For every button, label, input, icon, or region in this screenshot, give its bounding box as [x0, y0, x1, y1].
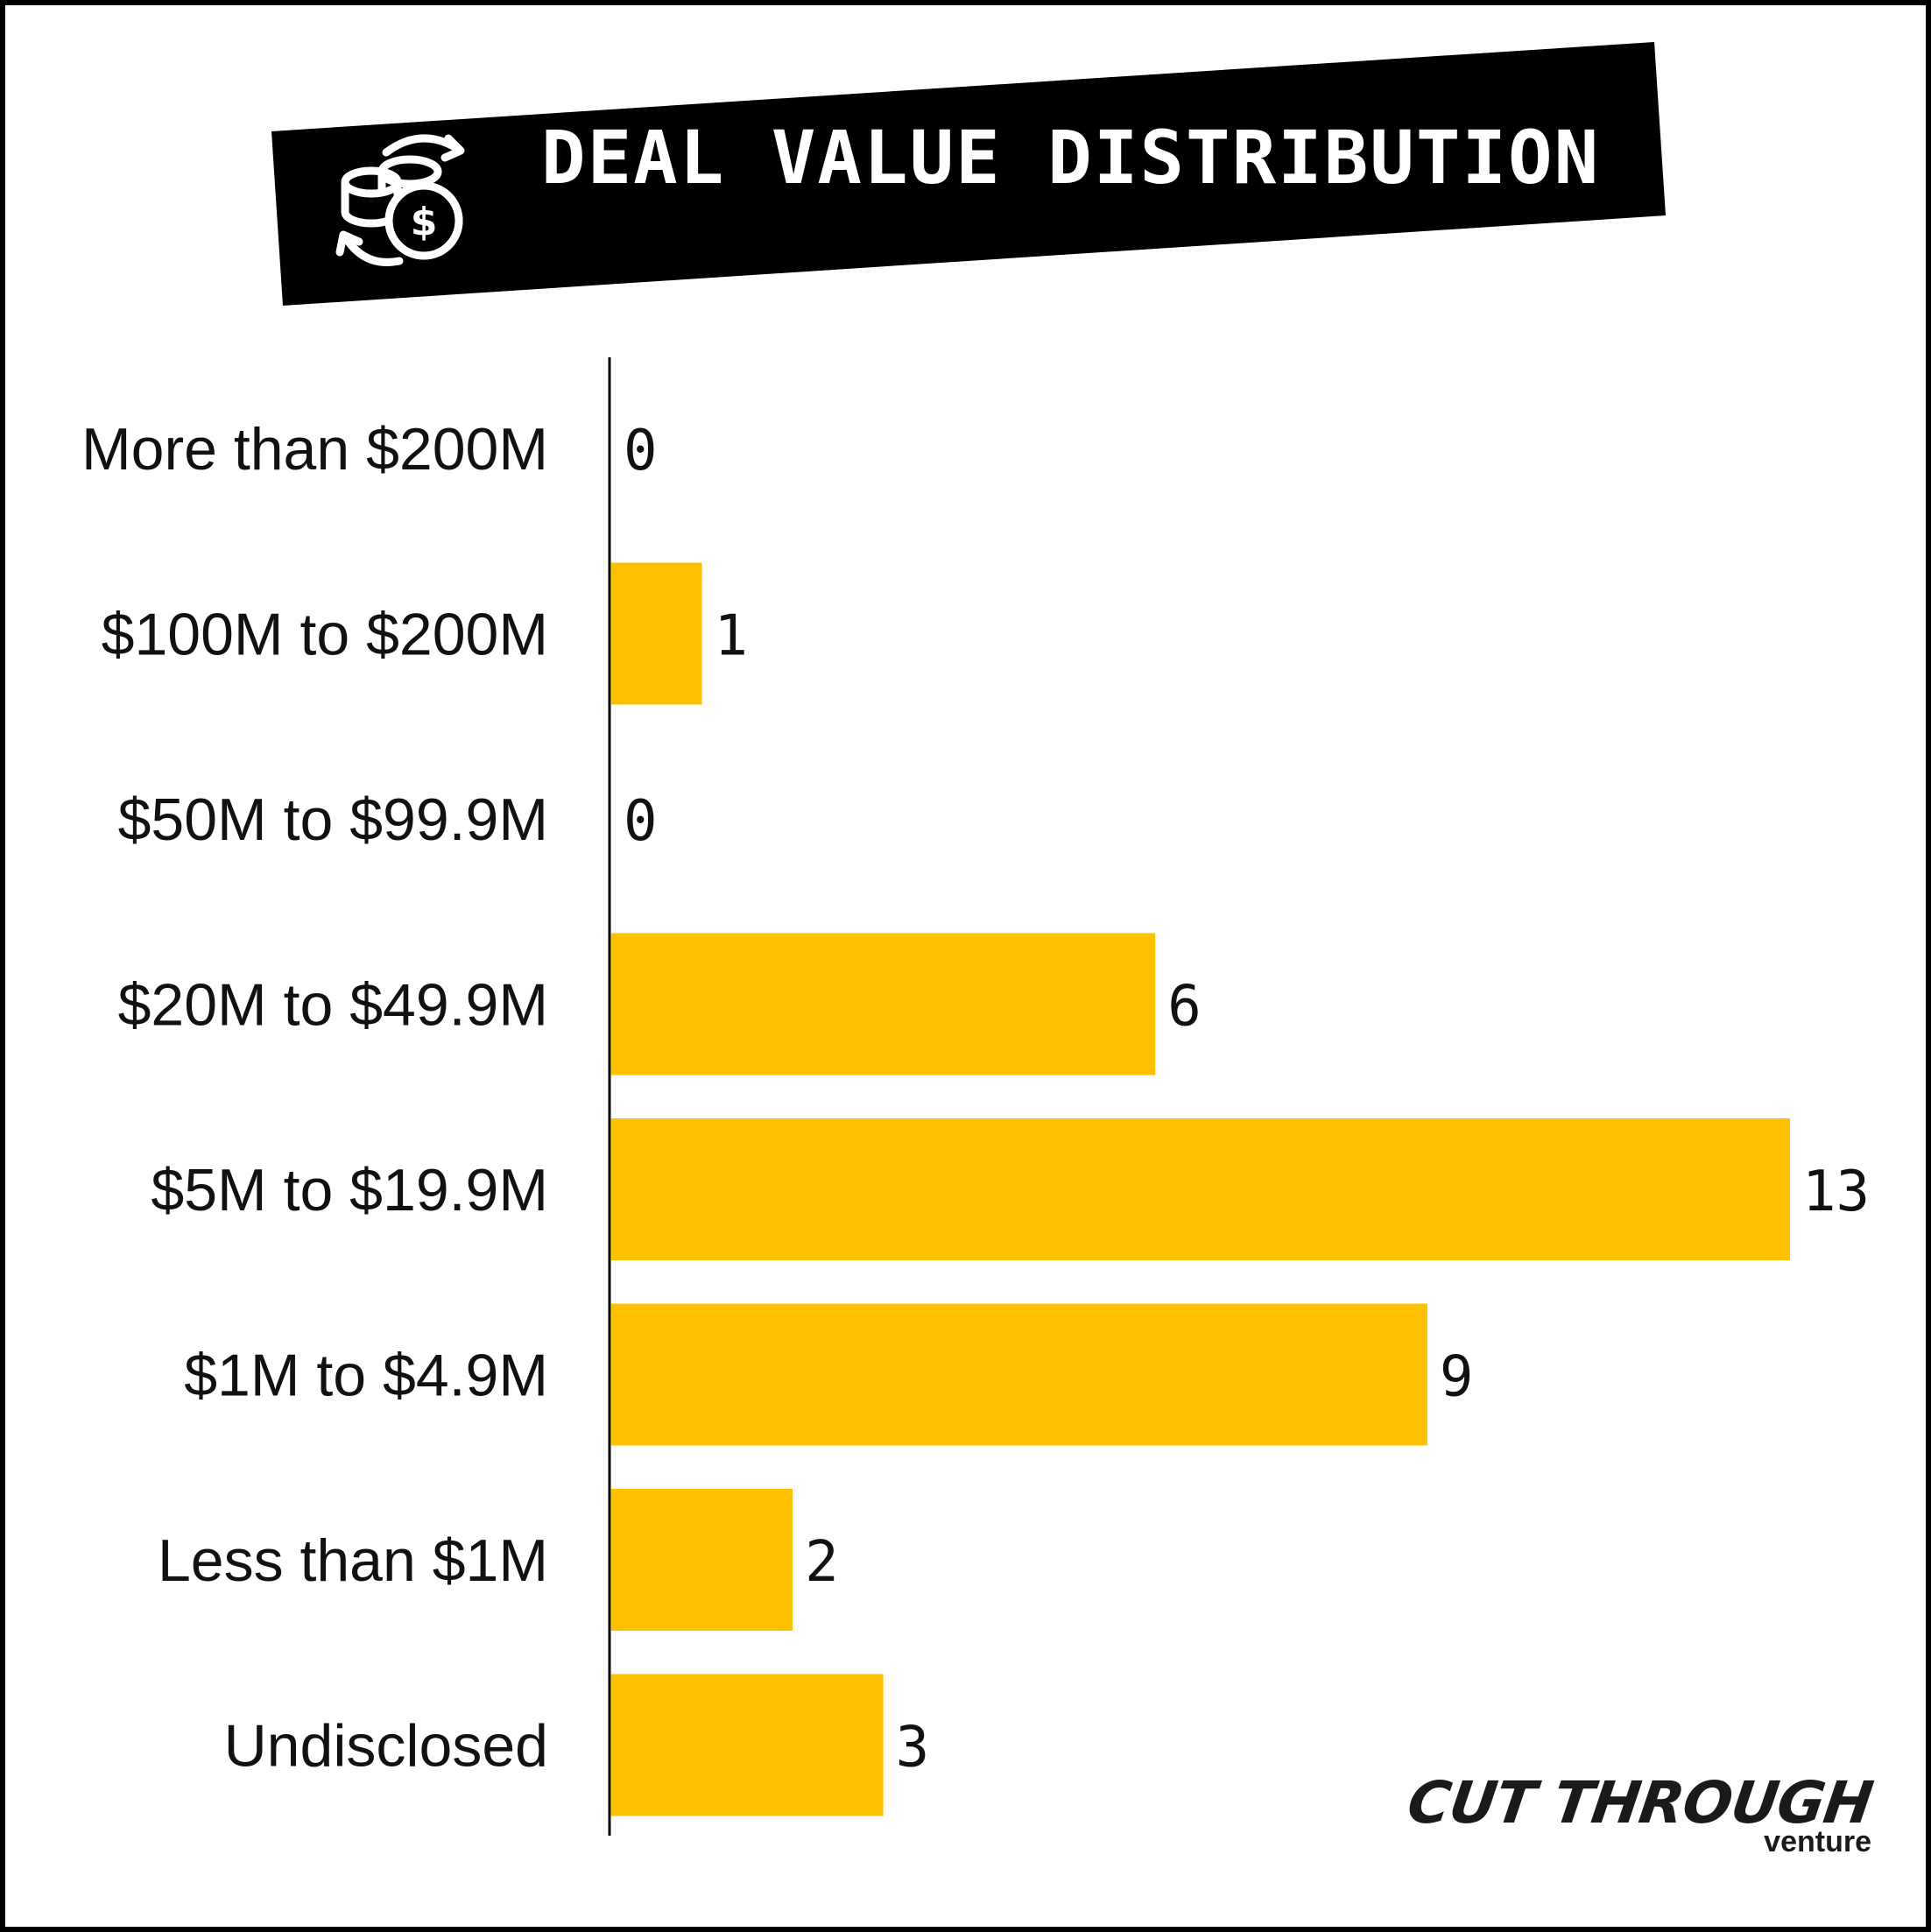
bar [611, 1489, 793, 1631]
value-label: 1 [715, 604, 749, 669]
value-label: 0 [624, 789, 658, 854]
cut-through-venture-logo: CUT THROUGH venture [1403, 1769, 1876, 1858]
category-label: $1M to $4.9M [184, 1343, 548, 1409]
bar [611, 1303, 1427, 1446]
category-label: Undisclosed [224, 1713, 548, 1780]
bar [611, 562, 702, 705]
coins-exchange-icon [335, 134, 465, 266]
bar [611, 933, 1156, 1075]
value-label: 9 [1440, 1345, 1474, 1410]
bar [611, 1674, 884, 1816]
title-banner: $ [271, 42, 1666, 306]
category-label: $5M to $19.9M [151, 1157, 548, 1223]
category-label: Less than $1M [158, 1527, 548, 1594]
category-label: $100M to $200M [102, 602, 548, 668]
bar [611, 1118, 1790, 1260]
logo-sub-text: venture [1764, 1825, 1871, 1858]
title-banner-shape [271, 42, 1666, 306]
chart-title: DEAL VALUE DISTRIBUTION [541, 115, 1601, 201]
dollar-sign-icon: $ [411, 200, 438, 244]
bar-chart: More than $200M 0 $100M to $200M 1 $50M to $… [81, 357, 1870, 1836]
bars-group: More than $200M 0 $100M to $200M 1 $50M to $… [81, 416, 1870, 1816]
category-label: $50M to $99.9M [118, 786, 548, 853]
category-label: More than $200M [81, 416, 548, 483]
value-label: 6 [1167, 975, 1202, 1040]
logo-main-text: CUT THROUGH [1403, 1769, 1877, 1837]
value-label: 0 [624, 419, 658, 483]
value-label: 2 [805, 1530, 839, 1595]
value-label: 13 [1802, 1160, 1870, 1224]
value-label: 3 [896, 1716, 930, 1780]
category-label: $20M to $49.9M [118, 972, 548, 1039]
